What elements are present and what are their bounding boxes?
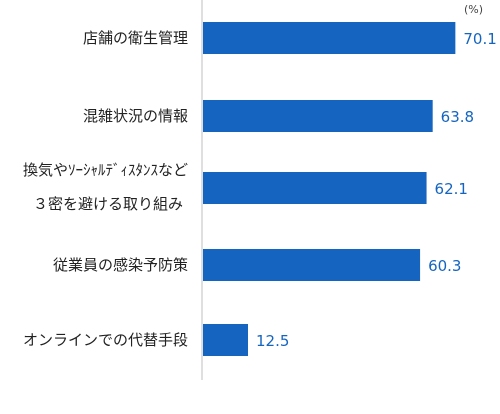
bar-3 <box>203 249 421 281</box>
category-label-1: 混雑状況の情報 <box>83 107 188 125</box>
value-label-4: 12.5 <box>256 332 289 350</box>
value-label-1: 63.8 <box>441 108 474 126</box>
category-label-2-line-1: ３密を避ける取り組み <box>33 195 183 213</box>
category-label-2-line-0: 換気やｿｰｼｬﾙﾃﾞｨｽﾀﾝｽなど <box>23 161 188 179</box>
bar-2 <box>203 172 427 204</box>
bars-group: 70.1 店舗の衛生管理 63.8 混雑状況の情報 62.1 換気やｿｰｼｬﾙﾃﾞｨｽﾀﾝ… <box>23 22 497 356</box>
bar-0 <box>203 22 456 54</box>
category-label-4: オンラインでの代替手段 <box>23 331 188 349</box>
value-label-0: 70.1 <box>463 30 496 48</box>
bar-4 <box>203 324 248 356</box>
category-label-3: 従業員の感染予防策 <box>53 256 188 274</box>
value-label-2: 62.1 <box>435 180 468 198</box>
value-label-3: 60.3 <box>428 257 461 275</box>
category-label-0: 店舗の衛生管理 <box>83 29 188 47</box>
bar-1 <box>203 100 433 132</box>
unit-label: (%) <box>464 3 483 16</box>
